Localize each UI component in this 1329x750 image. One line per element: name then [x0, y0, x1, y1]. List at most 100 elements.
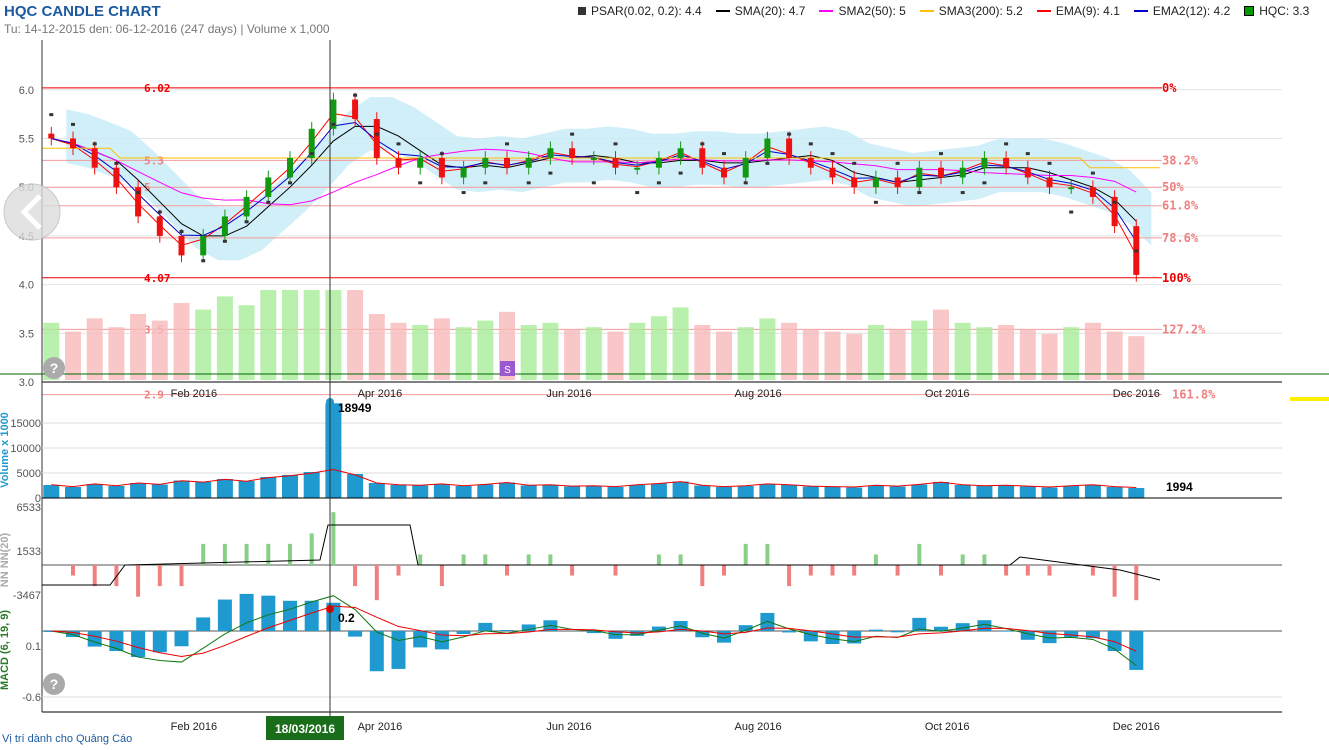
nn-bar — [808, 565, 813, 576]
volume-last-label: 1994 — [1166, 480, 1193, 494]
crosshair-date-badge — [266, 716, 344, 740]
macd-histogram-bar — [456, 631, 471, 635]
background-volume-bar — [282, 290, 298, 380]
background-volume-bar — [1019, 329, 1036, 380]
psar-dot — [461, 191, 466, 195]
background-volume-bar — [173, 303, 190, 380]
candle-body — [764, 138, 771, 158]
candle-body — [395, 157, 402, 168]
macd-histogram-bar — [478, 622, 493, 631]
background-volume-bar — [629, 322, 646, 380]
psar-dot — [722, 152, 726, 156]
macd-histogram-bar — [500, 629, 514, 631]
candle-body — [547, 148, 554, 158]
legend-item: SMA(20): 4.7 — [715, 4, 805, 18]
background-volume-bar — [716, 331, 732, 380]
macd-histogram-bar — [391, 631, 406, 669]
psar-dot — [353, 93, 358, 97]
volume-bar — [911, 484, 928, 498]
candle-body — [1046, 177, 1053, 188]
help-button[interactable] — [43, 673, 65, 695]
volume-bar — [1128, 488, 1145, 498]
nn-axis-label: NN NN(20) — [0, 532, 11, 587]
x-tick-label: Dec 2016 — [1113, 388, 1160, 400]
ad-placeholder-link[interactable]: Vị trí dành cho Quảng Cáo — [2, 733, 133, 745]
candle-body — [1003, 157, 1010, 168]
background-volume-bar — [455, 327, 472, 380]
psar-dot — [222, 239, 227, 243]
volume-bar — [759, 484, 776, 498]
nn-bar — [548, 554, 553, 565]
volume-bar — [802, 486, 819, 498]
candle-body — [287, 157, 293, 178]
psar-dot — [114, 161, 119, 165]
macd-histogram-bar — [782, 631, 797, 633]
chart-subtitle: Tu: 14-12-2015 den: 06-12-2016 (247 days… — [4, 22, 330, 36]
candle-body — [330, 99, 337, 129]
candle-body — [70, 138, 76, 149]
candle-body — [525, 157, 532, 168]
background-volume-bar — [954, 322, 971, 380]
psar-dot — [960, 191, 965, 195]
background-volume-bar — [65, 331, 81, 380]
candle-body — [1024, 167, 1031, 178]
nn-bar — [743, 543, 748, 565]
help-button[interactable] — [43, 357, 65, 379]
volume-bar — [347, 474, 364, 498]
psar-dot — [830, 152, 835, 156]
psar-dot — [852, 161, 857, 165]
macd-histogram-bar — [521, 624, 536, 631]
volume-bar — [1019, 486, 1036, 498]
volume-bar — [954, 485, 971, 498]
volume-bar — [998, 485, 1015, 498]
psar-dot — [266, 200, 271, 204]
volume-bar — [976, 486, 993, 498]
legend-square-icon — [578, 7, 586, 15]
nn-bar — [179, 565, 184, 587]
candle-body — [1111, 196, 1118, 227]
volume-bar — [520, 485, 537, 498]
x-tick-label: Feb 2016 — [171, 388, 217, 400]
previous-arrow-button[interactable] — [3, 183, 61, 241]
volume-bar — [130, 483, 147, 498]
nn-bar — [461, 554, 466, 565]
macd-histogram-bar — [955, 623, 970, 631]
volume-bar — [477, 484, 494, 498]
legend-item: SMA3(200): 5.2 — [919, 4, 1023, 18]
macd-histogram-bar — [934, 626, 948, 631]
nn-bar — [678, 554, 683, 565]
legend-square-icon — [1244, 6, 1255, 16]
candle-body — [178, 235, 185, 256]
volume-bar — [151, 484, 168, 498]
volume-bar — [694, 485, 711, 498]
psar-dot — [1025, 152, 1030, 156]
volume-bar — [672, 481, 689, 498]
legend-item: EMA(9): 4.1 — [1036, 4, 1120, 18]
psar-dot — [1112, 200, 1117, 204]
psar-dot — [700, 142, 705, 146]
candle-body — [938, 167, 944, 178]
background-volume-bar — [781, 322, 798, 380]
volume-bar — [499, 482, 515, 498]
macd-histogram-bar — [87, 631, 102, 647]
candle-body — [959, 167, 966, 178]
volume-bar — [933, 482, 949, 498]
background-volume-bar — [933, 309, 949, 380]
candle-body — [1089, 187, 1096, 197]
psar-dot — [439, 152, 444, 156]
psar-dot — [136, 191, 141, 195]
price-tick-label: 6.0 — [19, 85, 34, 97]
macd-histogram-bar — [413, 631, 428, 648]
psar-dot — [917, 191, 922, 195]
volume-bar — [195, 482, 212, 498]
fibonacci-pct-label: 61.8% — [1162, 199, 1199, 213]
candle-body — [807, 157, 814, 168]
background-volume-bar — [585, 327, 602, 380]
background-volume-bar — [650, 316, 667, 380]
volume-bar — [1106, 487, 1123, 498]
candle-body — [113, 167, 120, 188]
macd-histogram-bar — [196, 617, 211, 631]
candle-body — [742, 157, 749, 178]
nn-bar — [331, 512, 336, 565]
